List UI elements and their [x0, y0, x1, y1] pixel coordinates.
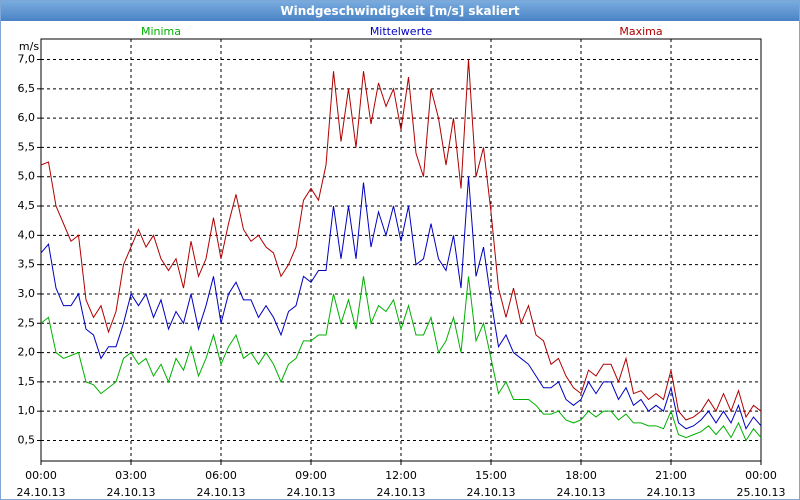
- legend-entry: Maxima: [619, 25, 662, 38]
- y-tick-label: 0,5: [18, 433, 36, 446]
- y-axis-label: m/s: [19, 40, 39, 53]
- y-tick-label: 4,5: [18, 199, 36, 212]
- x-tick-label: 00:00 25.10.13: [736, 469, 786, 499]
- y-tick-label: 3,5: [18, 258, 36, 271]
- x-tick-label: 18:00 24.10.13: [556, 469, 606, 499]
- x-tick-label: 00:00 24.10.13: [16, 469, 66, 499]
- line: [40, 59, 762, 421]
- line: [40, 276, 762, 442]
- title-bar: Windgeschwindigkeit [m/s] skaliert: [1, 1, 799, 21]
- y-tick-label: 3,0: [18, 287, 36, 300]
- y-tick-label: 5,5: [18, 140, 36, 153]
- x-tick-label: 03:00 24.10.13: [106, 469, 156, 499]
- legend-entry: Minima: [141, 25, 181, 38]
- x-tick-label: 09:00 24.10.13: [286, 469, 336, 499]
- x-tick-label: 21:00 24.10.13: [646, 469, 696, 499]
- y-tick-label: 2,0: [18, 346, 36, 359]
- y-tick-label: 7,0: [18, 53, 36, 66]
- x-tick-label: 06:00 24.10.13: [196, 469, 246, 499]
- y-tick-label: 6,0: [18, 111, 36, 124]
- y-tick-label: 6,5: [18, 82, 36, 95]
- line: [40, 176, 762, 430]
- legend-entry: Mittelwerte: [370, 25, 433, 38]
- y-tick-label: 2,5: [18, 316, 36, 329]
- x-tick-label: 12:00 24.10.13: [376, 469, 426, 499]
- y-tick-label: 5,0: [18, 170, 36, 183]
- y-tick-label: 4,0: [18, 228, 36, 241]
- y-tick-label: 1,0: [18, 404, 36, 417]
- y-tick-label: 1,5: [18, 375, 36, 388]
- x-tick-label: 15:00 24.10.13: [466, 469, 516, 499]
